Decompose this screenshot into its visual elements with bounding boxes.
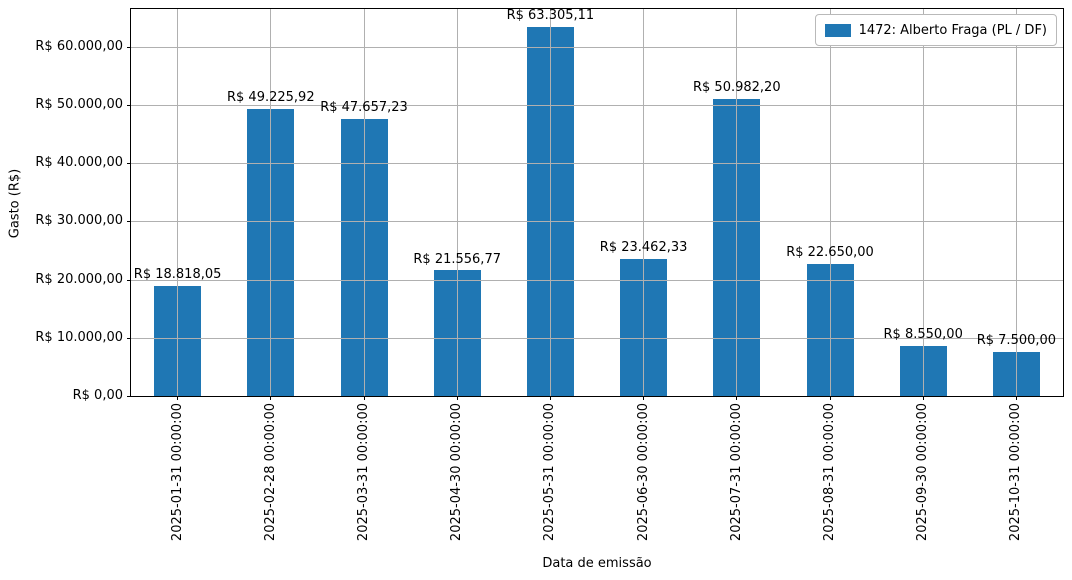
grid-line-vertical bbox=[829, 9, 831, 396]
grid-line-horizontal bbox=[131, 279, 1063, 281]
x-tick-label: 2025-07-31 00:00:00 bbox=[728, 403, 744, 542]
grid-line-vertical bbox=[1015, 9, 1017, 396]
x-tick-label: 2025-10-31 00:00:00 bbox=[1008, 403, 1024, 542]
x-tick-mark bbox=[549, 396, 551, 400]
bar-value-label: R$ 22.650,00 bbox=[786, 245, 874, 261]
x-tick-label: 2025-06-30 00:00:00 bbox=[635, 403, 651, 542]
y-tick-mark bbox=[127, 163, 131, 165]
bar-value-label: R$ 7.500,00 bbox=[976, 333, 1057, 349]
y-tick-mark bbox=[127, 46, 131, 48]
legend-label: 1472: Alberto Fraga (PL / DF) bbox=[858, 22, 1047, 38]
x-tick-mark bbox=[829, 396, 831, 400]
y-tick-label: R$ 60.000,00 bbox=[35, 38, 123, 54]
x-tick-mark bbox=[643, 396, 645, 400]
x-tick-mark bbox=[363, 396, 365, 400]
x-tick-label: 2025-01-31 00:00:00 bbox=[169, 403, 185, 542]
x-tick-mark bbox=[1015, 396, 1017, 400]
grid-line-horizontal bbox=[131, 337, 1063, 339]
grid-line-horizontal bbox=[131, 46, 1063, 48]
x-tick-mark bbox=[922, 396, 924, 400]
grid-line-vertical bbox=[922, 9, 924, 396]
y-tick-label: R$ 40.000,00 bbox=[35, 155, 123, 171]
bar-value-label: R$ 23.462,33 bbox=[599, 240, 688, 256]
y-axis-title: Gasto (R$) bbox=[7, 168, 23, 239]
x-tick-mark bbox=[456, 396, 458, 400]
grid-line-horizontal bbox=[131, 104, 1063, 106]
grid-line-vertical bbox=[643, 9, 645, 396]
x-tick-mark bbox=[270, 396, 272, 400]
y-tick-mark bbox=[127, 221, 131, 223]
y-tick-mark bbox=[127, 279, 131, 281]
grid-line-vertical bbox=[177, 9, 179, 396]
grid-line-vertical bbox=[270, 9, 272, 396]
x-tick-label: 2025-08-31 00:00:00 bbox=[822, 403, 837, 542]
bar-value-label: R$ 50.982,20 bbox=[692, 80, 781, 96]
grid-line-horizontal bbox=[131, 221, 1063, 223]
plot-area: R$ 18.818,05 R$ 49.225,92 R$ 47.657,23 R$ 2… bbox=[130, 8, 1064, 397]
x-tick-label: 2025-05-31 00:00:00 bbox=[542, 403, 558, 542]
grid-line-vertical bbox=[736, 9, 738, 396]
grid-line-vertical bbox=[456, 9, 458, 396]
y-tick-mark bbox=[127, 337, 131, 339]
grid-line-vertical bbox=[363, 9, 365, 396]
grid-line-horizontal bbox=[131, 163, 1063, 165]
y-tick-label: R$ 20.000,00 bbox=[35, 271, 123, 287]
bar-value-label: R$ 18.818,05 bbox=[133, 267, 222, 283]
x-tick-label: 2025-02-28 00:00:00 bbox=[262, 403, 278, 542]
x-tick-mark bbox=[736, 396, 738, 400]
bar-value-label: R$ 49.225,92 bbox=[226, 90, 315, 106]
bar-value-label: R$ 8.550,00 bbox=[883, 327, 963, 343]
y-tick-label: R$ 30.000,00 bbox=[35, 213, 123, 229]
legend-swatch bbox=[824, 23, 851, 37]
y-tick-label: R$ 0,00 bbox=[72, 388, 123, 403]
grid-line-vertical bbox=[549, 9, 551, 396]
y-tick-label: R$ 50.000,00 bbox=[35, 96, 123, 112]
x-tick-label: 2025-09-30 00:00:00 bbox=[915, 403, 931, 542]
x-tick-mark bbox=[177, 396, 179, 400]
bar-value-label: R$ 63.305,11 bbox=[506, 8, 595, 24]
x-axis-title: Data de emissão bbox=[542, 556, 652, 571]
y-tick-mark bbox=[127, 396, 131, 397]
y-tick-label: R$ 10.000,00 bbox=[35, 329, 123, 345]
y-tick-mark bbox=[127, 104, 131, 106]
legend: 1472: Alberto Fraga (PL / DF) bbox=[814, 14, 1057, 46]
bar-value-label: R$ 47.657,23 bbox=[320, 99, 408, 115]
x-tick-label: 2025-04-30 00:00:00 bbox=[449, 403, 465, 542]
bar-value-label: R$ 21.556,77 bbox=[413, 251, 501, 267]
x-tick-label: 2025-03-31 00:00:00 bbox=[356, 403, 371, 542]
